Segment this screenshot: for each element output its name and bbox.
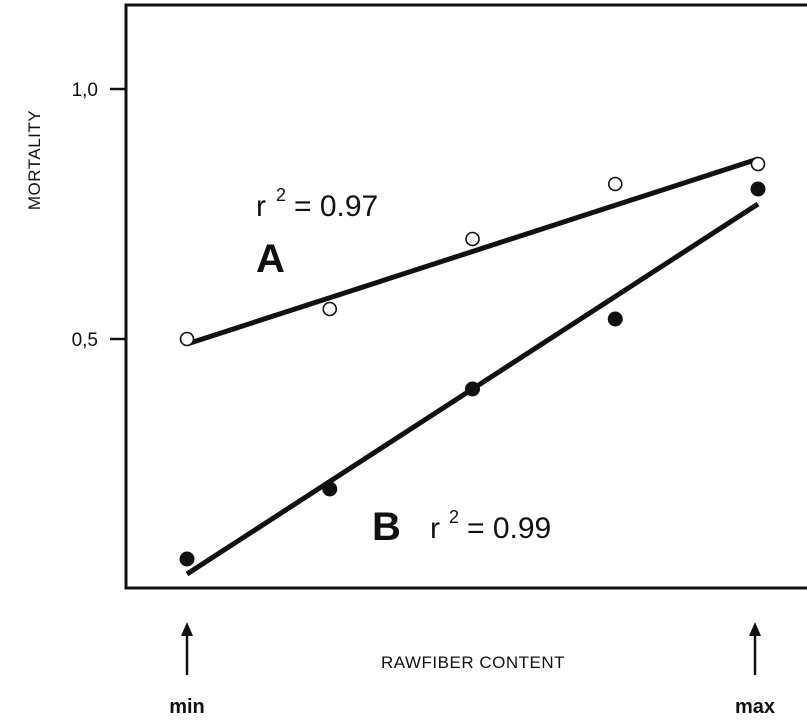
series-a-point [322, 301, 338, 317]
x-min-label: min [169, 696, 205, 718]
series-a-point [465, 231, 480, 247]
plot-frame [124, 3, 807, 590]
series-b-point [607, 311, 623, 327]
x-max-label: max [735, 696, 775, 718]
series-b-r2-value: = 0.99 [467, 512, 551, 545]
series-a-r2-r: r [256, 190, 266, 223]
series-b-point [465, 381, 480, 397]
series-a-point [607, 176, 623, 192]
data-points [179, 156, 766, 567]
series-a-point [750, 156, 766, 172]
series-b-r2-superscript: 2 [449, 507, 459, 527]
series-a-fit-line [186, 156, 759, 347]
y-axis-title: MORTALITY [25, 110, 44, 210]
series-b-label: B [372, 505, 401, 549]
series-a-label: A [256, 237, 285, 281]
series-a-r2-superscript: 2 [276, 185, 286, 205]
series-b-point [750, 181, 766, 197]
series-b-r2-r: r [430, 512, 440, 545]
y-tick-label: 0,5 [72, 330, 98, 351]
min-arrow-icon [181, 622, 193, 675]
y-tick-label: 1,0 [72, 80, 98, 101]
series-b-point [179, 551, 195, 567]
series-a-r2-annotation: r 2 = 0.97 [256, 185, 378, 223]
x-axis-title: RAWFIBER CONTENT [381, 653, 565, 672]
y-ticks: 0,5 1,0 [72, 80, 126, 351]
series-b-point [322, 481, 338, 497]
max-arrow-icon [749, 622, 761, 675]
series-a-point [179, 331, 195, 347]
series-a-r2-value: = 0.97 [294, 190, 378, 223]
series-b-r2-annotation: r 2 = 0.99 [430, 507, 551, 545]
